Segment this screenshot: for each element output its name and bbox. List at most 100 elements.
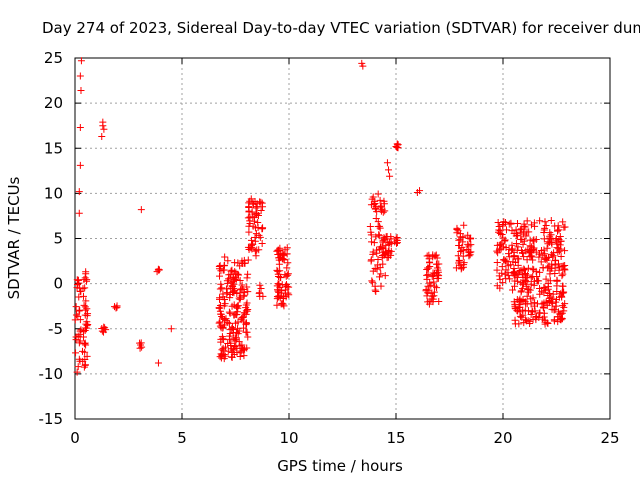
x-tick-label: 0 bbox=[70, 429, 80, 447]
data-point bbox=[460, 221, 468, 229]
data-point bbox=[75, 293, 83, 301]
data-point bbox=[507, 220, 515, 228]
data-point bbox=[523, 292, 531, 300]
data-point bbox=[238, 281, 246, 289]
data-point bbox=[80, 340, 88, 348]
data-point bbox=[73, 368, 81, 376]
data-point bbox=[520, 220, 528, 228]
data-point bbox=[519, 240, 527, 248]
data-point bbox=[502, 226, 510, 234]
data-point bbox=[76, 72, 84, 80]
data-point bbox=[220, 351, 228, 359]
data-point bbox=[276, 254, 284, 262]
data-point bbox=[457, 265, 465, 273]
data-point bbox=[368, 238, 376, 246]
data-point bbox=[226, 309, 234, 317]
data-point bbox=[423, 292, 431, 300]
data-point bbox=[423, 271, 431, 279]
data-point bbox=[80, 328, 88, 336]
data-point bbox=[284, 270, 292, 278]
data-point bbox=[498, 239, 506, 247]
data-point bbox=[74, 312, 82, 320]
data-point bbox=[275, 280, 283, 288]
data-point bbox=[431, 282, 439, 290]
data-point bbox=[385, 247, 393, 255]
data-point bbox=[434, 274, 442, 282]
data-point bbox=[226, 294, 234, 302]
data-point bbox=[453, 225, 461, 233]
data-point bbox=[501, 270, 509, 278]
x-tick-label: 20 bbox=[493, 429, 512, 447]
data-point bbox=[243, 283, 251, 291]
data-point bbox=[220, 302, 228, 310]
y-tick-label: -15 bbox=[39, 410, 64, 428]
data-point bbox=[519, 230, 527, 238]
data-point bbox=[234, 302, 242, 310]
data-point bbox=[280, 251, 288, 259]
data-point bbox=[416, 187, 424, 195]
data-point bbox=[548, 240, 556, 248]
data-point bbox=[243, 274, 251, 282]
data-point bbox=[513, 273, 521, 281]
data-point bbox=[252, 230, 260, 238]
data-point bbox=[244, 333, 252, 341]
data-point bbox=[259, 203, 267, 211]
data-point bbox=[218, 284, 226, 292]
data-point bbox=[546, 270, 554, 278]
data-point bbox=[278, 287, 286, 295]
data-point bbox=[253, 210, 261, 218]
data-point bbox=[83, 276, 91, 284]
data-point bbox=[76, 161, 84, 169]
data-point bbox=[230, 311, 238, 319]
data-point bbox=[237, 294, 244, 302]
data-point bbox=[510, 269, 518, 277]
data-point bbox=[383, 232, 391, 240]
data-point bbox=[285, 291, 293, 299]
data-point bbox=[252, 204, 260, 212]
data-point bbox=[77, 86, 85, 94]
data-point bbox=[536, 217, 544, 225]
data-point bbox=[536, 309, 544, 317]
data-point bbox=[547, 264, 555, 272]
data-point bbox=[236, 286, 244, 294]
data-point bbox=[84, 320, 92, 328]
data-point bbox=[550, 306, 558, 314]
data-point bbox=[219, 324, 227, 332]
data-point bbox=[523, 217, 531, 225]
data-point bbox=[387, 251, 395, 259]
data-point bbox=[530, 236, 538, 244]
data-point bbox=[232, 342, 240, 350]
data-point bbox=[508, 245, 516, 253]
data-point bbox=[215, 319, 223, 327]
data-point bbox=[385, 166, 393, 174]
y-tick-label: -10 bbox=[39, 365, 64, 383]
data-point bbox=[540, 228, 548, 236]
data-point bbox=[499, 221, 507, 229]
data-point bbox=[138, 343, 146, 351]
data-point bbox=[381, 272, 389, 280]
data-point bbox=[537, 258, 545, 266]
data-point bbox=[518, 246, 526, 254]
data-point bbox=[498, 263, 506, 271]
data-point bbox=[231, 259, 239, 267]
data-point bbox=[556, 232, 564, 240]
data-point bbox=[424, 271, 432, 279]
data-point bbox=[502, 244, 510, 252]
y-tick-label: 25 bbox=[44, 49, 63, 67]
data-point bbox=[509, 286, 517, 294]
data-point bbox=[546, 294, 554, 302]
data-point bbox=[560, 303, 568, 311]
data-point bbox=[233, 348, 241, 356]
y-tick-label: 15 bbox=[44, 139, 63, 157]
data-point bbox=[379, 208, 387, 216]
data-point bbox=[496, 284, 504, 292]
data-point bbox=[515, 255, 523, 263]
data-point bbox=[228, 325, 236, 333]
data-point bbox=[274, 267, 282, 275]
data-point bbox=[245, 245, 253, 253]
data-point bbox=[241, 309, 249, 317]
data-point bbox=[557, 252, 565, 260]
x-tick-label: 10 bbox=[279, 429, 298, 447]
data-point bbox=[542, 275, 550, 283]
